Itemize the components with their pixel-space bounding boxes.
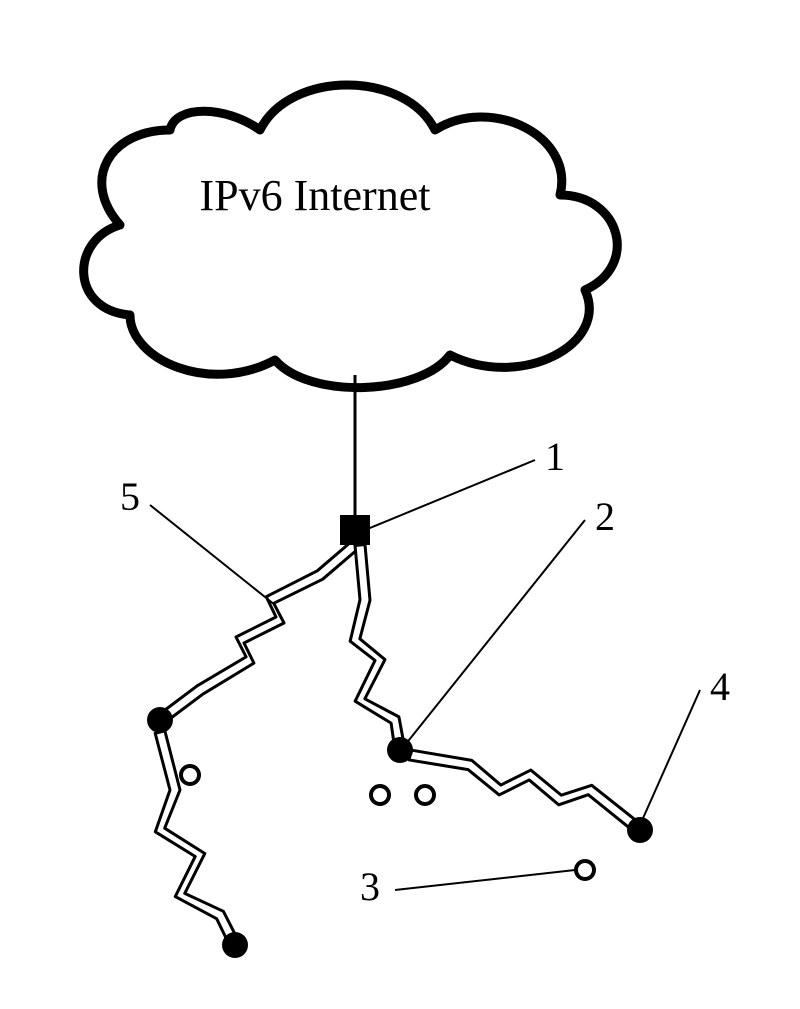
router-node xyxy=(627,817,653,843)
host-node xyxy=(181,766,199,784)
callout-number: 4 xyxy=(710,664,730,709)
router-node xyxy=(222,932,248,958)
cloud-label: IPv6 Internet xyxy=(200,171,431,220)
callout-line xyxy=(405,520,585,745)
callout-number: 1 xyxy=(545,434,565,479)
callout-line xyxy=(395,870,575,890)
wireless-link xyxy=(157,541,358,724)
callout-line xyxy=(150,505,275,605)
router-node xyxy=(147,707,173,733)
wireless-link xyxy=(155,731,239,947)
callout-number: 3 xyxy=(360,864,380,909)
host-node xyxy=(371,786,389,804)
host-node xyxy=(416,786,434,804)
cloud-internet xyxy=(84,85,618,388)
callout-line xyxy=(365,460,535,530)
host-node xyxy=(576,861,594,879)
callout-number: 2 xyxy=(595,494,615,539)
wireless-link xyxy=(350,545,405,751)
callout-number: 5 xyxy=(120,474,140,519)
wireless-link xyxy=(409,750,643,834)
callout-line xyxy=(640,690,700,825)
